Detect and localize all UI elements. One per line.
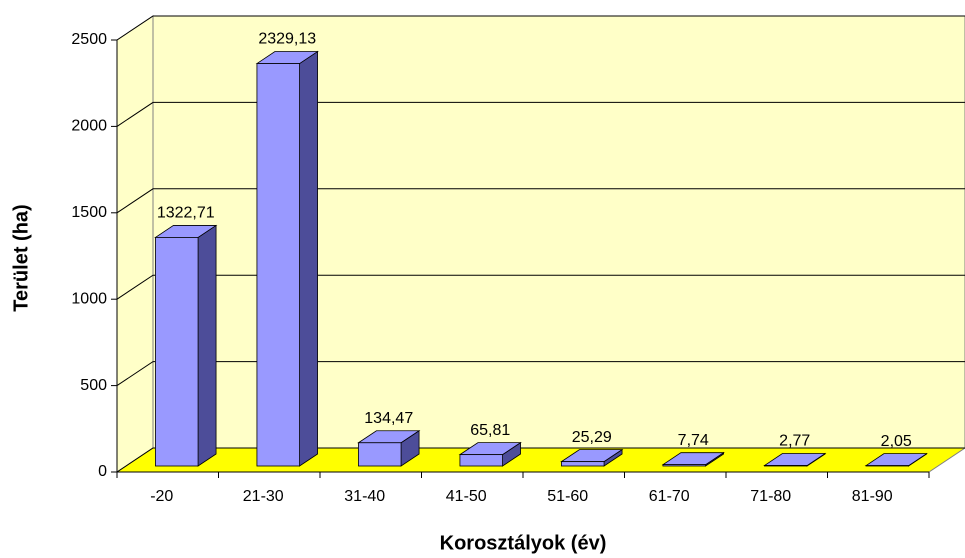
y-tick-label: 2000 (71, 118, 107, 135)
value-label: 2,77 (779, 433, 810, 450)
grid-line (116, 361, 965, 387)
value-label: 2,05 (881, 433, 912, 450)
bar (358, 442, 402, 467)
bar (256, 63, 300, 467)
y-tick-label: 2500 (71, 31, 107, 48)
x-tick-label: 31-40 (344, 488, 385, 505)
value-label: 134,47 (364, 410, 413, 427)
bar (561, 461, 605, 467)
x-tick-label: 81-90 (852, 488, 893, 505)
value-label: 65,81 (470, 422, 510, 439)
bar-side (299, 50, 318, 467)
y-tick-label: 500 (80, 377, 107, 394)
grid-line (116, 188, 965, 214)
y-tick-label: 0 (98, 463, 107, 480)
bar (662, 464, 706, 467)
value-label: 2329,13 (258, 31, 316, 48)
y-tick-label: 1000 (71, 290, 107, 307)
grid-line (116, 274, 965, 300)
x-axis-title: Korosztályok (év) (440, 532, 607, 554)
x-tick-label: 51-60 (547, 488, 588, 505)
bar-side (197, 224, 217, 467)
grid-line (116, 447, 965, 473)
floor (115, 447, 965, 473)
value-label: 1322,71 (157, 205, 215, 222)
x-tick-label: -20 (150, 488, 173, 505)
grid-line (116, 15, 965, 41)
grid-line (116, 101, 965, 127)
x-tick-label: 71-80 (750, 488, 791, 505)
left-wall (116, 15, 154, 473)
value-label: 25,29 (572, 429, 612, 446)
y-axis-title: Terület (ha) (10, 204, 32, 311)
x-tick-label: 21-30 (243, 488, 284, 505)
x-tick-label: 61-70 (649, 488, 690, 505)
x-tick-label: 41-50 (446, 488, 487, 505)
bar (459, 454, 503, 467)
bar (155, 237, 199, 467)
y-tick-label: 1500 (71, 204, 107, 221)
value-label: 7,74 (678, 432, 709, 449)
